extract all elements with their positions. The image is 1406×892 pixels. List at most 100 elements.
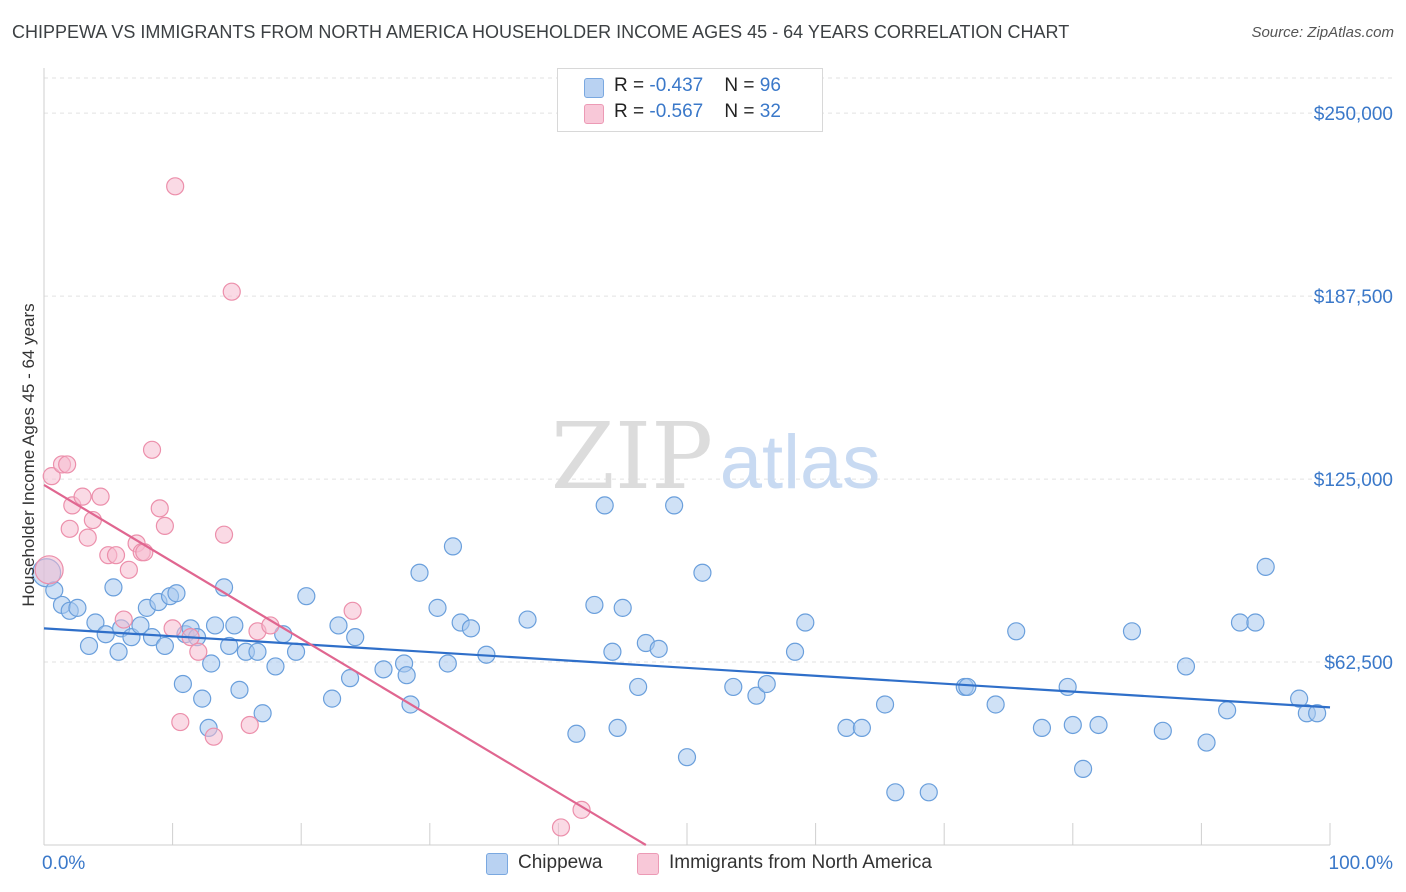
immigrants-point bbox=[34, 555, 64, 585]
chippewa-point bbox=[1007, 622, 1026, 641]
chippewa-point bbox=[1063, 715, 1082, 735]
chippewa-point bbox=[443, 537, 463, 556]
chippewa-point bbox=[693, 563, 712, 582]
x-tick-label-min: 0.0% bbox=[42, 853, 85, 874]
chippewa-point bbox=[785, 642, 805, 661]
legend-swatch-immigrants bbox=[584, 104, 604, 124]
chippewa-point bbox=[438, 654, 457, 673]
legend-text-immigrants: R = -0.567 N = 32 bbox=[614, 101, 781, 123]
immigrants-point bbox=[551, 818, 571, 837]
chippewa-point bbox=[248, 642, 267, 661]
chippewa-point bbox=[253, 704, 272, 723]
immigrants-point bbox=[60, 519, 79, 538]
immigrants-point bbox=[240, 715, 259, 735]
chippewa-point bbox=[1073, 759, 1093, 778]
n-label: N = bbox=[724, 101, 760, 122]
bottom-legend-swatch-chippewa bbox=[486, 853, 508, 875]
immigrants-point bbox=[114, 610, 133, 629]
chippewa-point bbox=[518, 610, 537, 629]
chippewa-point bbox=[665, 496, 684, 515]
immigrants-point bbox=[572, 800, 591, 819]
immigrants-point bbox=[204, 727, 223, 746]
chippewa-point bbox=[677, 748, 697, 767]
chippewa-point bbox=[329, 616, 348, 635]
chippewa-point bbox=[837, 718, 856, 738]
bottom-legend-label-immigrants: Immigrants from North America bbox=[669, 852, 932, 873]
chippewa-point bbox=[410, 563, 429, 582]
chippewa-point bbox=[986, 695, 1005, 714]
y-tick-label: $62,500 bbox=[1324, 653, 1393, 674]
immigrants-point bbox=[171, 712, 190, 732]
y-tick-label: $125,000 bbox=[1314, 470, 1393, 491]
chippewa-point bbox=[1290, 689, 1309, 708]
immigrants-trendline bbox=[43, 483, 647, 846]
r-label: R = bbox=[614, 101, 650, 122]
immigrants-point bbox=[91, 487, 110, 506]
chart-title: CHIPPEWA VS IMMIGRANTS FROM NORTH AMERIC… bbox=[12, 22, 1070, 42]
chippewa-point bbox=[1218, 701, 1237, 720]
chippewa-point bbox=[96, 625, 115, 644]
chippewa-point bbox=[297, 587, 316, 606]
watermark-atlas: atlas bbox=[720, 420, 881, 505]
legend-swatch-chippewa bbox=[584, 78, 604, 98]
chippewa-point bbox=[796, 613, 815, 632]
immigrants-point bbox=[135, 543, 154, 562]
chippewa-point bbox=[461, 619, 481, 638]
chippewa-point bbox=[886, 783, 905, 802]
chippewa-point bbox=[1230, 613, 1250, 632]
chippewa-point bbox=[193, 689, 212, 708]
y-tick-label: $250,000 bbox=[1314, 104, 1393, 125]
chippewa-point bbox=[724, 677, 743, 697]
chippewa-point bbox=[585, 595, 604, 615]
immigrants-point bbox=[58, 455, 77, 474]
immigrants-point bbox=[163, 619, 182, 638]
chippewa-point bbox=[286, 642, 306, 661]
chippewa-point bbox=[220, 636, 239, 656]
n-value-chippewa: 96 bbox=[759, 75, 781, 96]
bottom-legend-label-chippewa: Chippewa bbox=[518, 852, 603, 873]
chippewa-point bbox=[109, 642, 128, 661]
chippewa-trendline bbox=[43, 627, 1331, 709]
y-axis-title: Householder Income Ages 45 - 64 years bbox=[19, 303, 38, 606]
chippewa-point bbox=[875, 695, 895, 714]
chippewa-point bbox=[173, 674, 192, 694]
chippewa-point bbox=[104, 578, 123, 597]
immigrants-point bbox=[106, 546, 126, 565]
chippewa-point bbox=[167, 584, 186, 603]
chippewa-point bbox=[567, 724, 586, 743]
chippewa-point bbox=[649, 639, 668, 658]
chippewa-point bbox=[155, 636, 174, 656]
chippewa-point bbox=[1246, 613, 1265, 632]
n-label: N = bbox=[724, 75, 760, 96]
chippewa-point bbox=[958, 677, 977, 697]
chippewa-point bbox=[919, 783, 938, 802]
chippewa-point bbox=[340, 669, 360, 688]
chippewa-point bbox=[1256, 557, 1275, 576]
r-value-chippewa: -0.437 bbox=[649, 75, 704, 96]
chippewa-point bbox=[1058, 677, 1077, 697]
chippewa-point bbox=[1089, 715, 1108, 735]
chippewa-point bbox=[202, 654, 221, 673]
immigrants-point bbox=[119, 560, 138, 579]
chippewa-point bbox=[428, 598, 447, 617]
chippewa-point bbox=[1176, 657, 1196, 676]
chippewa-point bbox=[79, 636, 99, 656]
chippewa-point bbox=[397, 666, 416, 685]
legend-text-chippewa: R = -0.437 N = 96 bbox=[614, 75, 781, 97]
chippewa-point bbox=[205, 616, 225, 635]
chippewa-point bbox=[629, 677, 648, 697]
immigrants-point bbox=[166, 177, 185, 196]
chippewa-point bbox=[603, 642, 622, 661]
x-tick-label-max: 100.0% bbox=[1329, 853, 1394, 874]
chippewa-point bbox=[225, 616, 244, 635]
chippewa-point bbox=[230, 680, 249, 699]
chippewa-point bbox=[1197, 733, 1216, 752]
source-label: Source: ZipAtlas.com bbox=[1251, 24, 1394, 41]
immigrants-point bbox=[155, 516, 174, 536]
chippewa-point bbox=[595, 496, 614, 515]
immigrants-point bbox=[189, 642, 208, 661]
chippewa-point bbox=[1153, 721, 1172, 740]
chippewa-point bbox=[608, 718, 627, 738]
chippewa-point bbox=[322, 689, 342, 708]
